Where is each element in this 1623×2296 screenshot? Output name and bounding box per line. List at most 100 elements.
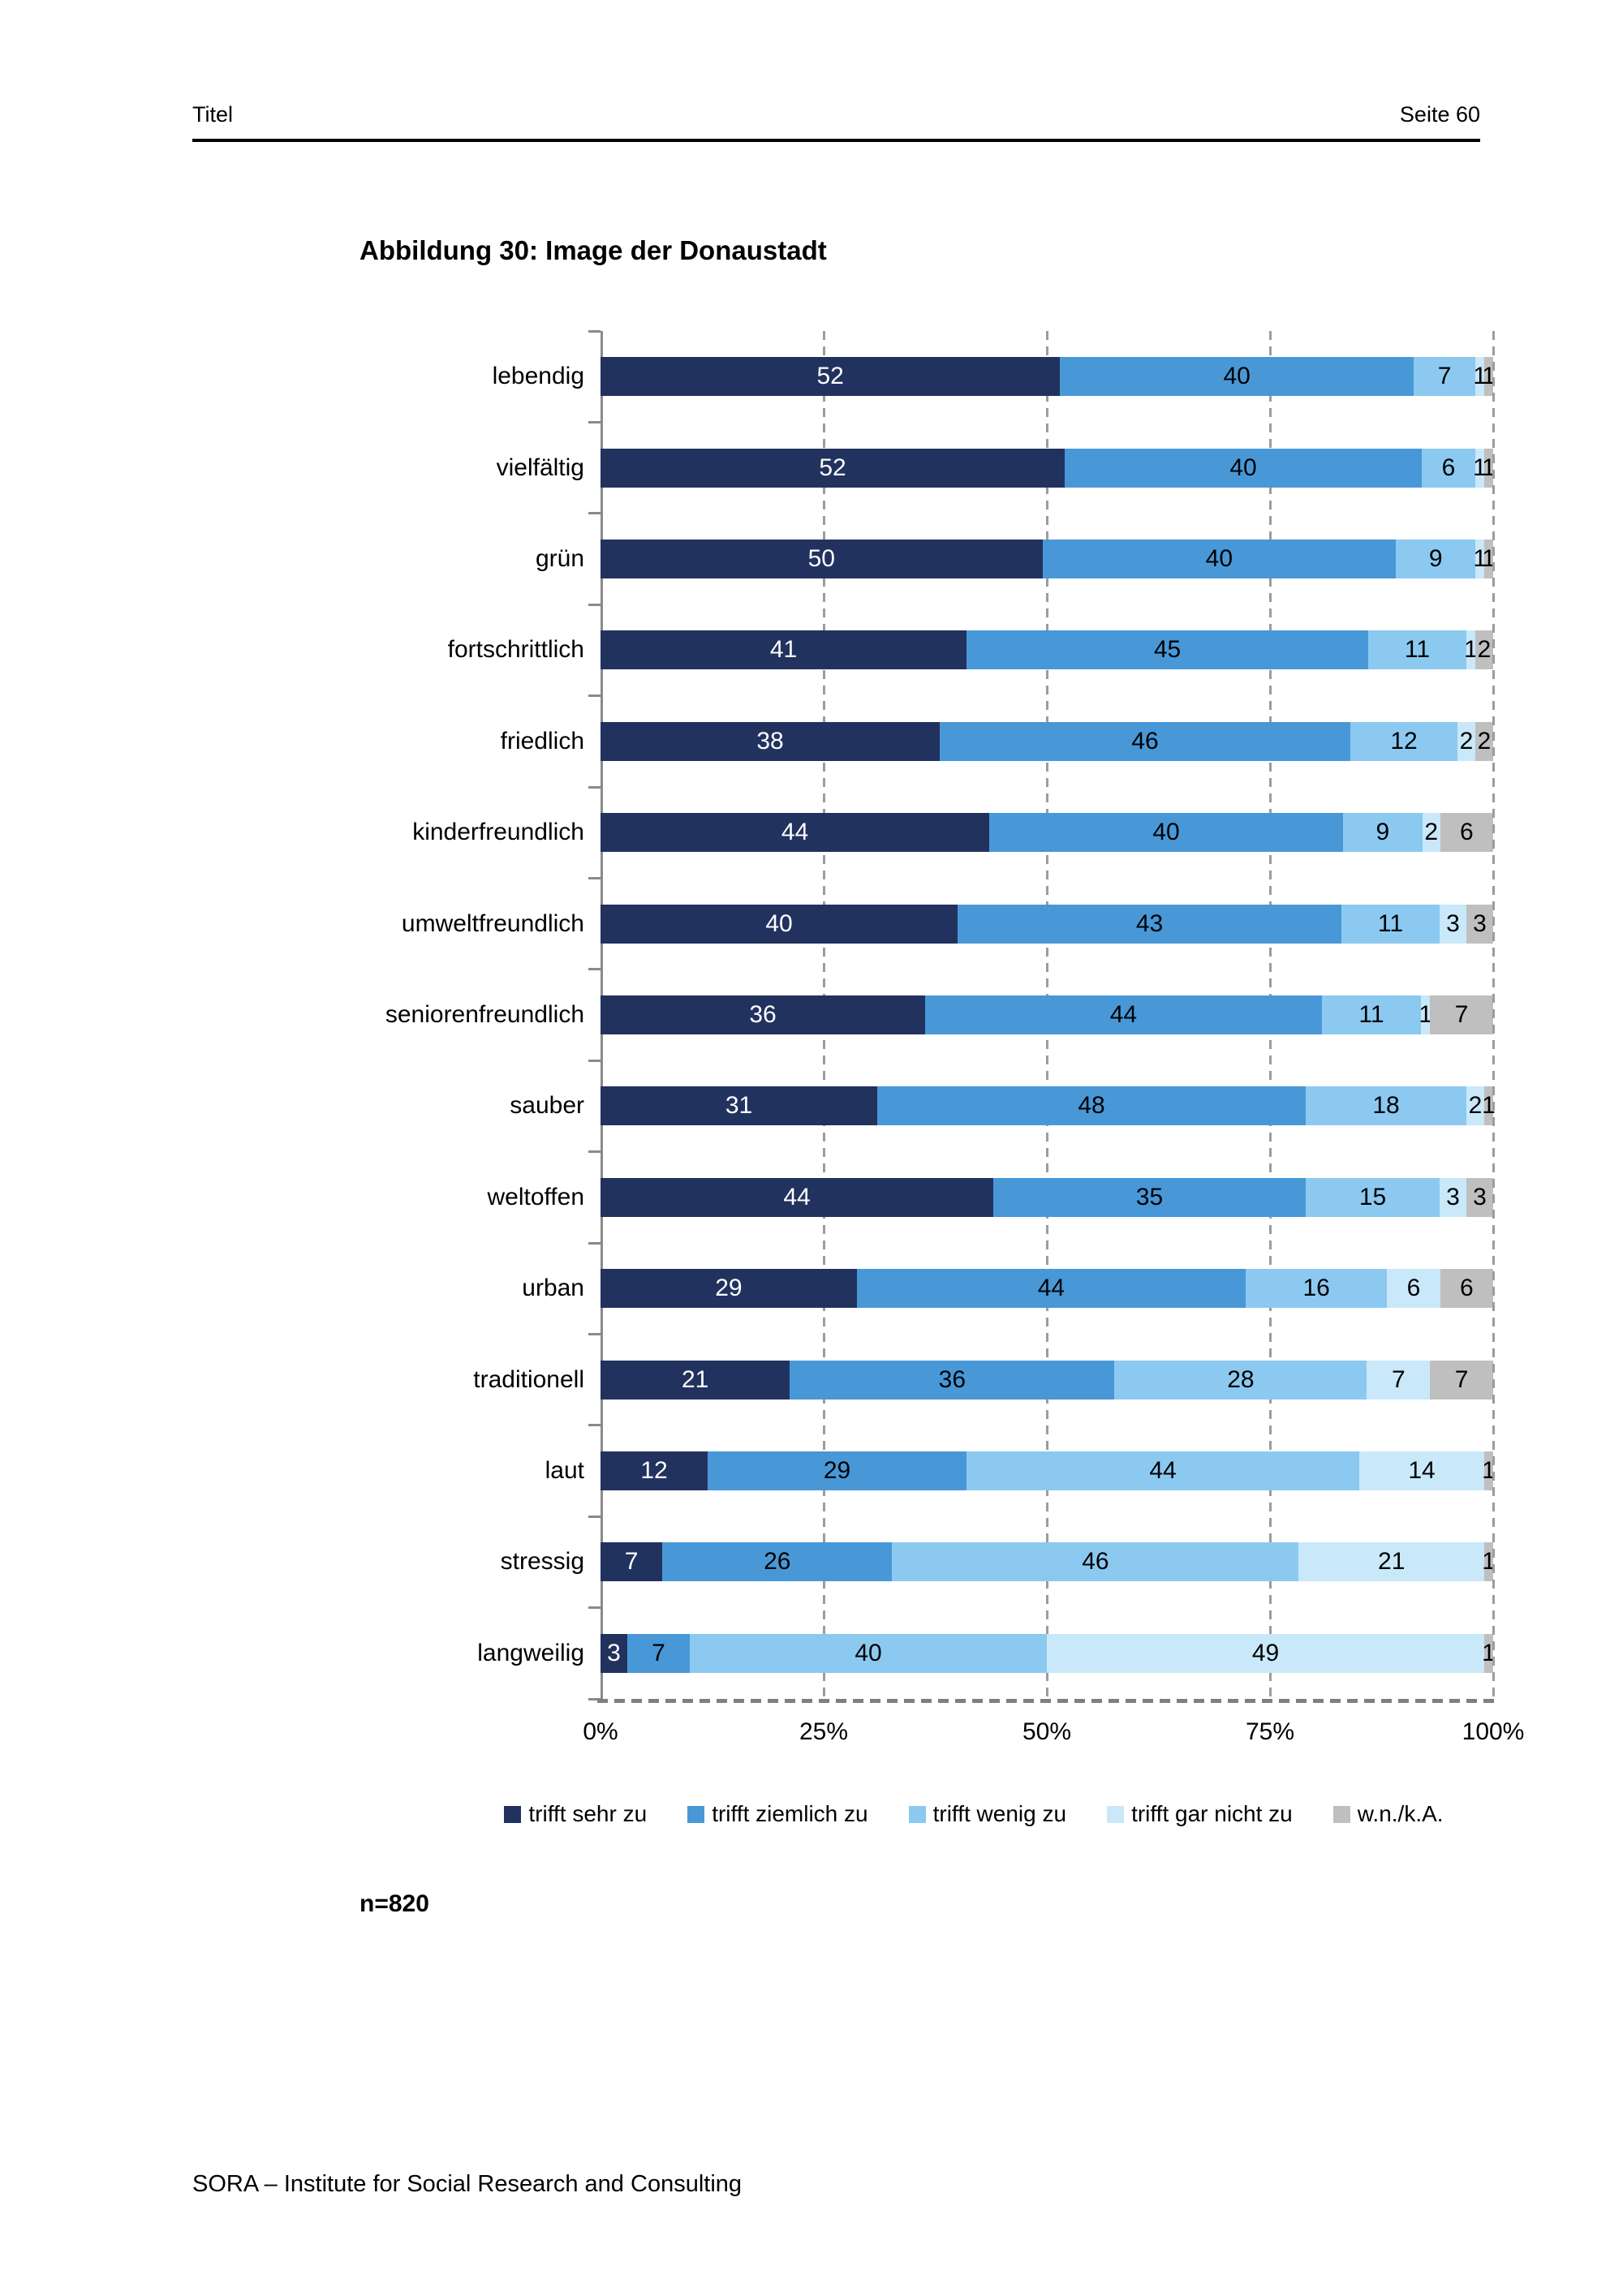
category-label: sauber [510,1092,584,1120]
legend-label: trifft ziemlich zu [712,1801,868,1826]
bar-value-label: 40 [1229,454,1257,481]
y-axis-tick [588,420,601,424]
legend-item: trifft sehr zu [504,1801,647,1827]
stacked-bar: 44 40 9 2 6 [601,813,1493,853]
bar-value-label: 3 [1446,1183,1460,1210]
legend-swatch-icon [908,1805,926,1823]
bar-row: lebendig 52 40 7 1 1 [493,331,1496,422]
bar-segment: 29 [601,1269,857,1309]
bar-segment: 46 [940,721,1350,761]
bar-segment: 6 [1440,1269,1493,1309]
bar-value-label: 1 [1473,454,1487,481]
bar-value-label: 2 [1477,636,1492,664]
bar-value-label: 36 [938,1365,966,1393]
y-axis-tick [588,785,601,789]
bar-segment: 2 [1475,721,1493,761]
bar-segment: 9 [1342,813,1423,853]
stacked-bar: 29 44 16 6 6 [601,1269,1493,1309]
bar-value-label: 9 [1375,819,1390,846]
bar-value-label: 1 [1482,454,1496,481]
stacked-bar: 52 40 7 1 1 [601,357,1496,397]
bar-value-label: 1 [1419,1000,1432,1028]
bar-segment: 1 [1464,630,1478,670]
bar-value-label: 3 [1473,1183,1487,1210]
bar-value-label: 38 [756,727,784,755]
bar-segment: 12 [601,1451,708,1490]
y-axis-tick [588,694,601,698]
stacked-bar: 21 36 28 7 7 [601,1360,1493,1400]
category-label: langweilig [477,1639,584,1666]
bar-segment: 40 [601,904,958,944]
y-axis-tick [588,1424,601,1427]
bar-value-label: 11 [1404,636,1431,664]
bar-value-label: 29 [823,1456,851,1484]
bar-value-label: 46 [1082,1548,1109,1576]
bar-segment: 6 [1422,448,1475,488]
bar-value-label: 1 [1482,1092,1496,1120]
bar-segment: 1 [1419,995,1432,1034]
bar-value-label: 40 [1152,819,1180,846]
bar-segment: 3 [1466,904,1493,944]
bar-segment: 2 [1422,813,1440,853]
bar-row: laut 12 29 44 14 1 [545,1425,1496,1516]
bar-value-label: 52 [816,363,844,390]
bar-value-label: 7 [1391,1365,1406,1393]
bar-segment: 1 [1482,1542,1496,1582]
bar-value-label: 45 [1153,636,1182,664]
bar-value-label: 3 [607,1639,621,1666]
bar-value-label: 11 [1377,909,1404,937]
bar-value-label: 40 [1223,363,1251,390]
stacked-bar: 3 7 40 49 1 [601,1633,1496,1673]
bar-value-label: 3 [1446,909,1460,937]
x-axis-line [597,1699,1500,1703]
bar-value-label: 52 [819,454,846,481]
bar-segment: 26 [662,1542,893,1582]
bar-segment: 16 [1246,1269,1388,1309]
bar-segment: 44 [601,813,990,853]
figure-title: Abbildung 30: Image der Donaustadt [359,235,827,265]
bar-value-label: 1 [1482,363,1496,390]
bar-segment: 7 [1413,357,1476,397]
bar-segment: 52 [601,357,1061,397]
bar-value-label: 29 [715,1275,743,1302]
sample-size-note: n=820 [359,1890,429,1917]
bar-segment: 6 [1387,1269,1440,1309]
bar-segment: 6 [1440,813,1493,853]
bar-segment: 2 [1475,630,1493,670]
bar-segment: 21 [601,1360,790,1400]
bar-segment: 11 [1341,904,1440,944]
bar-value-label: 14 [1408,1456,1436,1484]
category-label: seniorenfreundlich [385,1000,584,1028]
bar-segment: 44 [856,1269,1246,1309]
y-axis-tick [588,1241,601,1245]
bar-row: traditionell 21 36 28 7 7 [473,1334,1493,1425]
bar-segment: 35 [993,1177,1306,1217]
x-axis-tick-label: 75% [1245,1718,1295,1745]
bar-row: friedlich 38 46 12 2 2 [501,696,1493,787]
bar-segment: 7 [1367,1360,1431,1400]
bar-segment: 44 [601,1177,993,1217]
bar-value-label: 36 [749,1000,777,1028]
category-label: grün [535,544,584,572]
bar-value-label: 2 [1424,819,1439,846]
bar-segment: 1 [1482,1633,1496,1673]
bar-segment: 3 [1466,1177,1493,1217]
chart-legend: trifft sehr zu trifft ziemlich zu trifft w… [349,1801,1599,1827]
page-header: Titel Seite 60 [192,102,1480,142]
bar-value-label: 7 [624,1548,639,1576]
bar-segment: 1 [1473,539,1487,578]
stacked-bar: 7 26 46 21 1 [601,1542,1496,1582]
bar-value-label: 41 [769,636,798,664]
category-label: stressig [500,1548,584,1576]
stacked-bar: 50 40 9 1 1 [601,539,1496,578]
bar-segment: 52 [601,448,1065,488]
bar-value-label: 44 [1037,1275,1065,1302]
y-axis-tick [588,1697,601,1701]
bar-value-label: 43 [1135,909,1164,937]
bar-value-label: 28 [1227,1365,1255,1393]
bar-value-label: 6 [1459,1275,1474,1302]
bar-value-label: 1 [1473,544,1487,572]
bar-value-label: 40 [765,909,793,937]
y-axis-tick [588,968,601,971]
bar-row: grün 50 40 9 1 1 [536,514,1496,604]
